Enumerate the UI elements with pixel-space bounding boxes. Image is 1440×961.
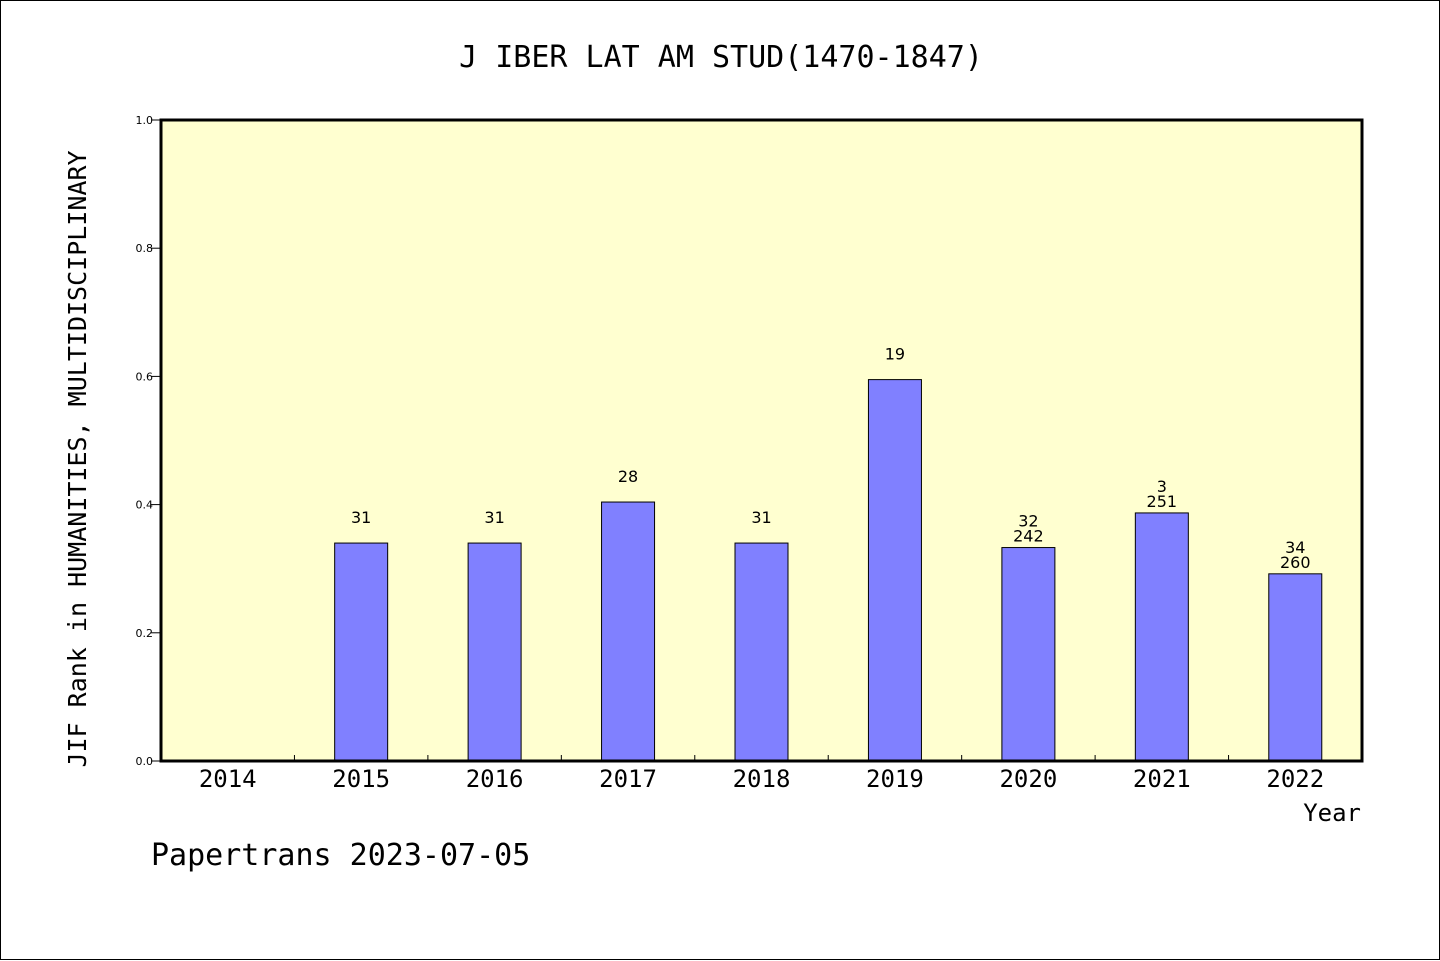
x-tick-label: 2021: [1133, 765, 1191, 793]
x-tick-label: 2017: [599, 765, 657, 793]
y-tick-label: 0.6: [136, 370, 154, 383]
data-label: 28: [618, 467, 638, 486]
x-tick-label: 2015: [332, 765, 390, 793]
data-label: 242: [1013, 527, 1044, 546]
bar-2017: [601, 501, 656, 762]
x-tick-label: 2020: [999, 765, 1057, 793]
x-tick-label: 2016: [466, 765, 524, 793]
bar-2020: [1001, 547, 1056, 762]
data-label: 260: [1280, 553, 1311, 572]
bar-2019: [867, 379, 922, 762]
data-label: 31: [351, 508, 371, 527]
data-label: 31: [484, 508, 504, 527]
data-label: 3: [1157, 477, 1167, 496]
x-axis-label: Year: [1303, 799, 1361, 827]
plot-frame: [159, 118, 1364, 763]
x-axis: 2014 2015 2016 2017 2018 2019 2020 2021 2022: [199, 755, 1324, 793]
bar-2018: [734, 542, 789, 762]
data-label: 19: [885, 345, 905, 364]
data-label: 32: [1018, 512, 1038, 531]
chart-title: J IBER LAT AM STUD(1470-1847): [459, 40, 983, 75]
x-tick-label: 2022: [1266, 765, 1324, 793]
y-axis: 0.0 0.2 0.4 0.6 0.8 1.0: [136, 114, 161, 768]
data-label: 34: [1285, 538, 1305, 557]
y-tick-label: 0.8: [136, 242, 154, 255]
y-tick-label: 0.0: [136, 755, 154, 768]
x-tick-label: 2014: [199, 765, 257, 793]
bar-2021: [1134, 512, 1189, 762]
y-axis-label: JIF Rank in HUMANITIES, MULTIDISCIPLINAR…: [63, 150, 92, 767]
y-tick-label: 0.2: [136, 627, 154, 640]
bar-2016: [467, 542, 522, 762]
data-label: 251: [1147, 492, 1178, 511]
footer-credit: Papertrans 2023-07-05: [151, 838, 530, 873]
bar-2015: [334, 542, 389, 762]
x-tick-label: 2018: [733, 765, 791, 793]
data-label: 31: [751, 508, 771, 527]
x-tick-label: 2019: [866, 765, 924, 793]
bar-2022: [1268, 573, 1323, 762]
y-tick-label: 1.0: [136, 114, 154, 127]
y-tick-label: 0.4: [136, 499, 154, 512]
bar-series: [334, 379, 1323, 762]
